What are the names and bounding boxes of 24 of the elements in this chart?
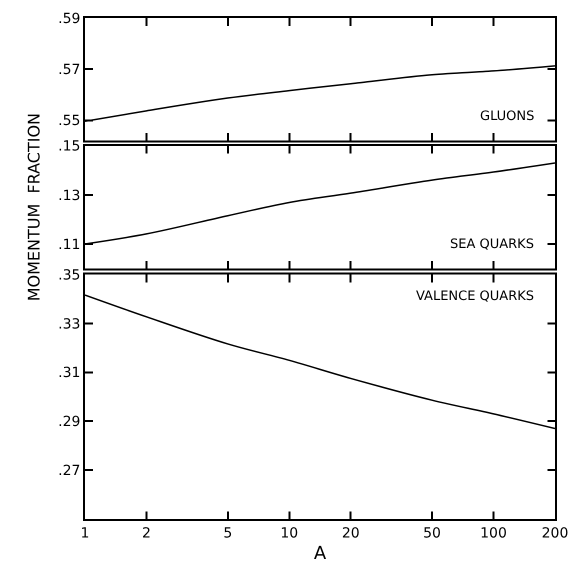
y-tick-label: .27 <box>58 463 80 479</box>
annotation: SEA QUARKS <box>450 237 534 252</box>
x-tick-label: 200 <box>542 526 568 542</box>
y-tick-label: .55 <box>58 113 80 130</box>
y-tick-label: .11 <box>58 236 80 253</box>
x-axis-title: A <box>314 543 327 564</box>
y-axis-title: MOMENTUM FRACTION <box>24 112 44 302</box>
y-tick-label: .15 <box>58 138 80 155</box>
x-tick-label: 20 <box>342 526 360 542</box>
x-tick-label: 10 <box>280 526 298 542</box>
x-tick-label: 50 <box>423 526 441 542</box>
y-tick-label: .59 <box>58 10 80 27</box>
y-tick-label: .13 <box>58 188 80 204</box>
x-tick-label: 1 <box>80 526 90 542</box>
x-tick-label: 100 <box>480 526 507 542</box>
annotation: GLUONS <box>480 109 534 124</box>
y-tick-label: .35 <box>58 267 80 284</box>
y-tick-label: .57 <box>58 62 80 78</box>
x-tick-label: 2 <box>142 526 151 542</box>
y-tick-label: .33 <box>58 316 80 332</box>
y-tick-label: .29 <box>58 414 80 430</box>
y-tick-label: .31 <box>58 365 80 382</box>
x-tick-label: 5 <box>223 526 232 542</box>
annotation: VALENCE QUARKS <box>416 289 534 304</box>
